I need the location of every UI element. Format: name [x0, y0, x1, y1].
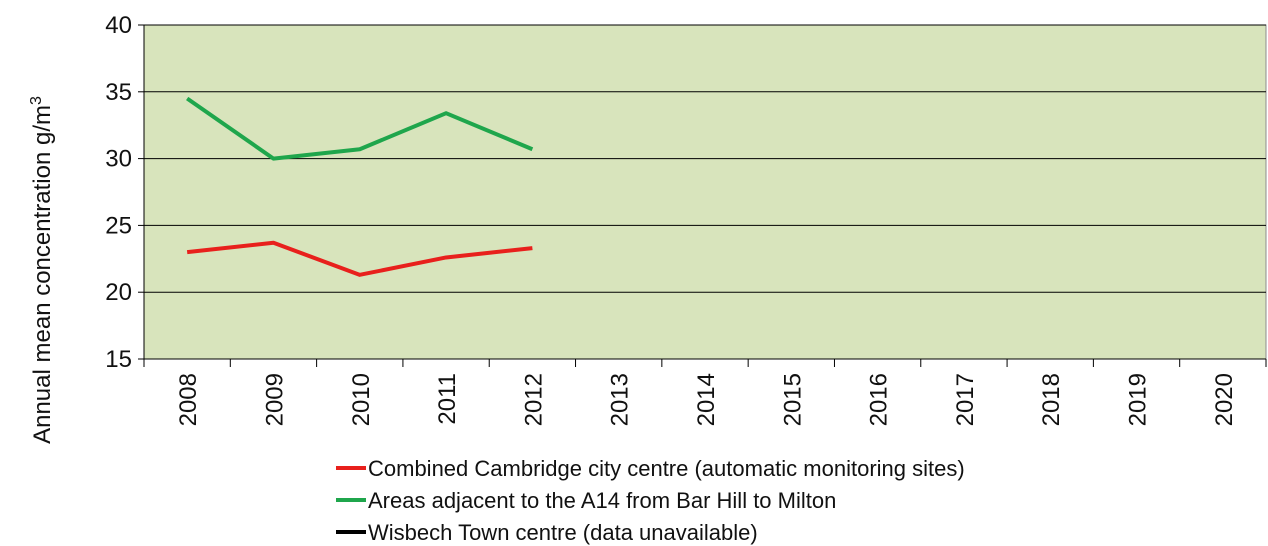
x-tick-labels: 2008 2009 2010 2011 2012 2013 2014 2015 2016 2017…	[143, 359, 1267, 426]
y-tick-label-30: 30	[105, 146, 132, 173]
y-tick-label-40: 40	[105, 12, 132, 39]
y-tick-label-20: 20	[105, 279, 132, 306]
legend-label-1: Areas adjacent to the A14 from Bar Hill …	[368, 488, 836, 513]
x-tick-label-2012: 2012	[520, 373, 547, 426]
y-tick-label-25: 25	[105, 212, 132, 239]
x-tick-label-2011: 2011	[434, 373, 461, 425]
plot-area	[143, 24, 1267, 360]
y-axis-label-sup: 3	[28, 96, 45, 105]
x-tick-label-2018: 2018	[1038, 373, 1065, 426]
series-line-1	[186, 96, 534, 161]
x-tick-label-2009: 2009	[261, 373, 288, 426]
gridlines	[144, 24, 1266, 293]
legend-label-2: Wisbech Town centre (data unavailable)	[368, 520, 758, 545]
y-axis-label-main: Annual mean concentration g/m	[29, 105, 56, 444]
x-tick-label-2010: 2010	[348, 373, 375, 426]
x-tick-label-2013: 2013	[607, 373, 634, 426]
x-tick-label-2015: 2015	[779, 373, 806, 426]
x-tick-label-2020: 2020	[1211, 373, 1238, 426]
series-line-0	[186, 240, 533, 277]
x-tick-label-2019: 2019	[1125, 373, 1152, 426]
axes	[143, 25, 1266, 360]
legend-label-0: Combined Cambridge city centre (automati…	[368, 456, 965, 481]
x-tick-label-2008: 2008	[175, 373, 202, 426]
y-axis-label: Annual mean concentration g/m3	[28, 96, 56, 444]
series-lines	[186, 96, 534, 277]
x-tick-label-2017: 2017	[952, 373, 979, 426]
x-tick-label-2016: 2016	[866, 373, 893, 426]
y-tick-label-35: 35	[105, 79, 132, 106]
x-tick-label-2014: 2014	[693, 373, 720, 426]
y-tick-label-15: 15	[105, 346, 132, 373]
y-tick-labels: 15 20 25 30 35 40	[105, 12, 144, 373]
legend: Combined Cambridge city centre (automati…	[336, 456, 965, 545]
